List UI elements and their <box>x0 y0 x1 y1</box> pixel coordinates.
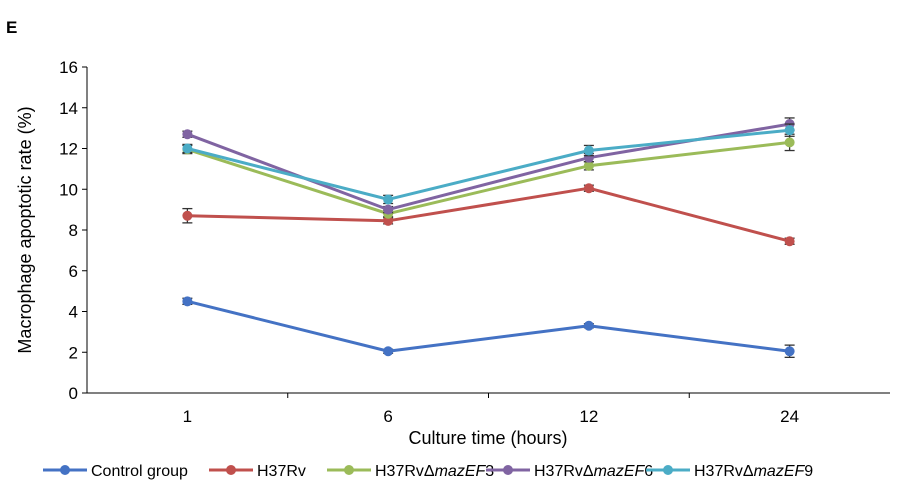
y-axis-title: Macrophage apoptotic rate (%) <box>15 106 35 353</box>
y-tick-label: 6 <box>69 262 78 281</box>
legend-item: H37Rv <box>209 463 306 480</box>
legend-item: H37RvΔmazEF6 <box>486 463 653 480</box>
series-2 <box>182 183 795 247</box>
legend: Control groupH37RvH37RvΔmazEF3H37RvΔmazE… <box>43 463 813 480</box>
legend-label: H37Rv <box>257 463 306 480</box>
series-line <box>187 299 790 353</box>
legend-label-italic: mazEF <box>435 463 487 480</box>
x-axis-title: Culture time (hours) <box>408 428 567 448</box>
legend-label-prefix: H37RvΔ <box>534 463 594 480</box>
data-point <box>583 183 594 194</box>
legend-marker <box>226 465 236 475</box>
data-point <box>583 145 594 156</box>
panel-label: E <box>6 18 17 37</box>
data-point <box>383 346 394 357</box>
legend-marker <box>503 465 513 475</box>
series-line <box>187 128 790 201</box>
y-tick-label: 14 <box>59 99 78 118</box>
data-point <box>583 160 594 171</box>
x-tick-label: 12 <box>579 407 598 426</box>
legend-label-prefix: H37Rv <box>257 463 306 480</box>
data-point <box>383 204 394 215</box>
y-axis-ticks: 0 2 4 6 8 10 12 14 16 <box>59 58 87 403</box>
legend-item: H37RvΔmazEF3 <box>327 463 494 480</box>
series-line <box>187 186 790 243</box>
legend-label: H37RvΔmazEF6 <box>534 463 653 480</box>
legend-label-prefix: H37RvΔ <box>375 463 435 480</box>
data-point <box>784 346 795 357</box>
data-point <box>182 143 193 154</box>
y-tick-label: 12 <box>59 140 78 159</box>
y-tick-label: 2 <box>69 343 78 362</box>
legend-marker <box>663 465 673 475</box>
x-tick-label: 6 <box>383 407 392 426</box>
data-point <box>583 320 594 331</box>
series-4 <box>182 117 795 215</box>
legend-item: Control group <box>43 463 188 480</box>
data-point <box>383 215 394 226</box>
data-point <box>784 125 795 136</box>
y-tick-label: 0 <box>69 384 78 403</box>
x-tick-label: 24 <box>780 407 799 426</box>
legend-marker <box>344 465 354 475</box>
series-5 <box>182 123 795 205</box>
legend-label-italic: mazEF <box>754 463 806 480</box>
data-point <box>182 210 193 221</box>
y-tick-label: 4 <box>69 303 78 322</box>
legend-marker <box>60 465 70 475</box>
series-line <box>186 140 790 216</box>
y-tick-label: 10 <box>59 180 78 199</box>
y-tick-label: 8 <box>69 221 78 240</box>
legend-label-prefix: Control group <box>91 463 188 480</box>
data-point <box>784 236 795 247</box>
data-point <box>182 296 193 307</box>
data-point <box>182 129 193 140</box>
legend-label-prefix: H37RvΔ <box>694 463 754 480</box>
series-layer <box>182 117 795 358</box>
legend-label: H37RvΔmazEF9 <box>694 463 813 480</box>
legend-item: H37RvΔmazEF9 <box>646 463 813 480</box>
legend-label-suffix: 9 <box>804 463 813 480</box>
legend-label: Control group <box>91 463 188 480</box>
data-point <box>383 194 394 205</box>
y-tick-label: 16 <box>59 58 78 77</box>
x-axis-ticks: 1 6 12 24 <box>183 393 799 426</box>
data-point <box>784 137 795 148</box>
series-line <box>186 122 790 212</box>
x-tick-label: 1 <box>183 407 192 426</box>
series-1 <box>182 296 795 358</box>
legend-label-italic: mazEF <box>594 463 646 480</box>
legend-label: H37RvΔmazEF3 <box>375 463 494 480</box>
